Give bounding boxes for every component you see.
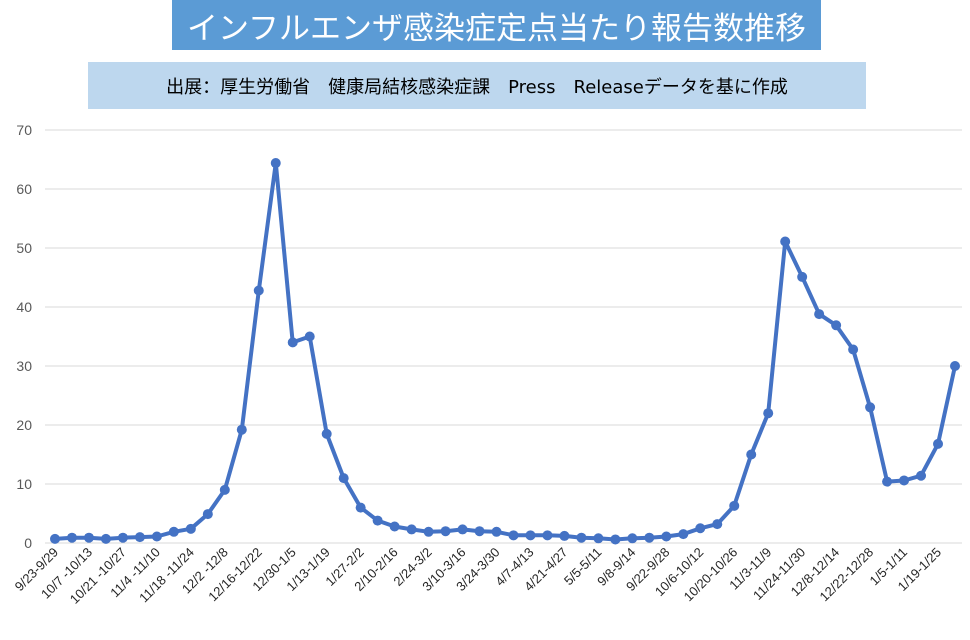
data-point (593, 533, 604, 544)
data-point (797, 271, 808, 282)
data-point (508, 530, 519, 541)
data-point (321, 428, 332, 439)
data-point (848, 344, 859, 355)
data-point (440, 526, 451, 537)
data-point (117, 532, 128, 543)
series-line (53, 161, 957, 542)
data-point (270, 158, 281, 169)
data-point (423, 526, 434, 537)
data-point (168, 526, 179, 537)
data-point (372, 515, 383, 526)
data-point (627, 533, 638, 544)
gridlines (45, 129, 962, 544)
y-tick-label: 10 (16, 476, 32, 492)
y-axis-ticks: 0 10 20 30 40 50 60 70 (16, 122, 32, 551)
source-note: 出展：厚生労働省 健康局結核感染症課 Press Releaseデータを基に作成 (166, 76, 788, 98)
data-point (491, 526, 502, 537)
data-point (202, 509, 213, 520)
data-point (746, 449, 757, 460)
data-point (253, 285, 264, 296)
source-banner: 出展：厚生労働省 健康局結核感染症課 Press Releaseデータを基に作成 (88, 62, 866, 109)
y-tick-label: 70 (16, 122, 32, 138)
y-tick-label: 0 (24, 535, 32, 551)
data-point (916, 470, 927, 481)
data-point (83, 532, 94, 543)
data-points (50, 158, 960, 545)
series-line-path (53, 161, 957, 542)
data-point (151, 531, 162, 542)
data-point (763, 408, 774, 419)
data-point (576, 532, 587, 543)
data-point (474, 526, 485, 537)
data-point (780, 236, 791, 247)
y-tick-label: 50 (16, 240, 32, 256)
data-point (389, 521, 400, 532)
data-point (831, 320, 842, 331)
data-point (695, 523, 706, 534)
data-point (355, 502, 366, 513)
data-point (678, 529, 689, 540)
chart-title: インフルエンザ感染症定点当たり報告数推移 (186, 10, 807, 47)
data-point (525, 530, 536, 541)
data-point (559, 530, 570, 541)
data-point (304, 331, 315, 342)
y-tick-label: 30 (16, 358, 32, 374)
data-point (899, 475, 910, 486)
data-point (457, 524, 468, 535)
y-tick-label: 40 (16, 299, 32, 315)
data-point (542, 530, 553, 541)
data-point (50, 533, 60, 544)
data-point (338, 473, 349, 484)
data-point (661, 531, 672, 542)
data-point (729, 500, 740, 511)
chart-title-banner: インフルエンザ感染症定点当たり報告数推移 (172, 0, 821, 50)
data-point (610, 534, 621, 545)
y-tick-label: 60 (16, 181, 32, 197)
y-tick-label: 20 (16, 417, 32, 433)
data-point (933, 438, 944, 449)
data-point (406, 524, 417, 535)
data-point (814, 309, 825, 320)
data-point (236, 424, 247, 435)
data-point (185, 523, 196, 534)
data-point (950, 361, 960, 371)
data-point (865, 402, 876, 413)
data-point (100, 533, 111, 544)
data-point (712, 519, 723, 530)
data-point (134, 532, 145, 543)
data-point (219, 484, 230, 495)
data-point (882, 476, 893, 487)
data-point (287, 337, 298, 348)
data-point (644, 532, 655, 543)
data-point (66, 532, 77, 543)
